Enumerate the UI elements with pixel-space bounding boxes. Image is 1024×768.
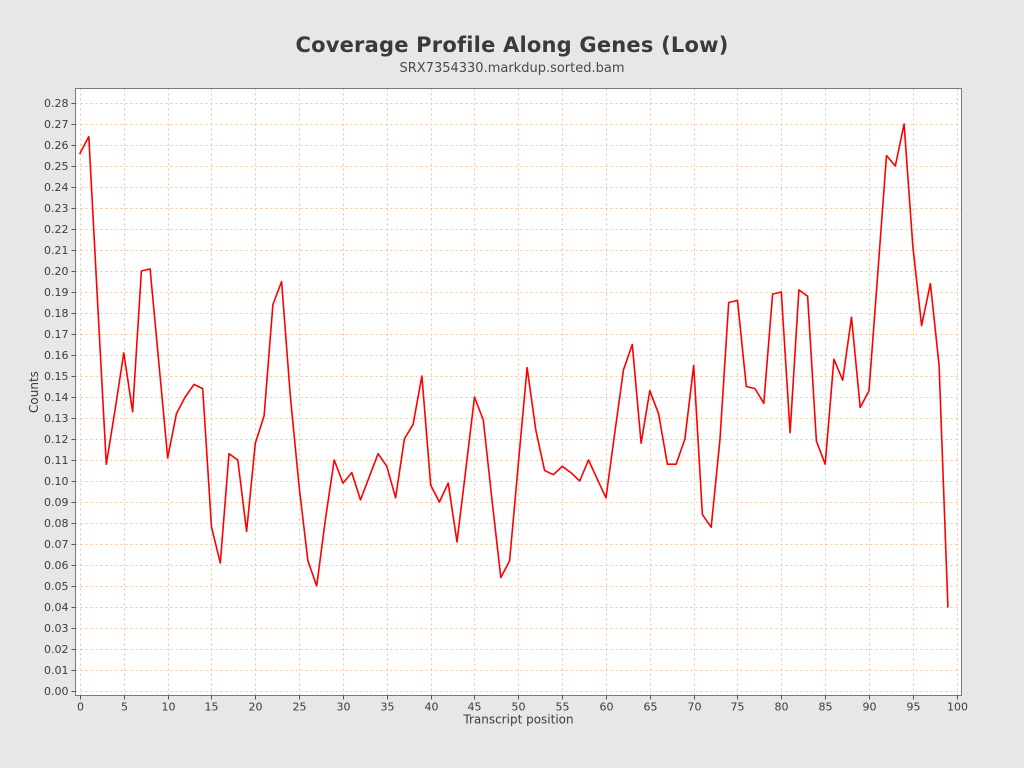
- series-line: [79, 123, 949, 608]
- x-tick-label: 45: [468, 701, 482, 714]
- y-tick-label: 0.26: [44, 139, 69, 152]
- x-tick-label: 50: [512, 701, 526, 714]
- y-tick-label: 0.09: [44, 496, 69, 509]
- y-tick-label: 0.04: [44, 601, 69, 614]
- y-tick-label: 0.19: [44, 286, 69, 299]
- y-tick-label: 0.21: [44, 244, 69, 257]
- y-tick-label: 0.13: [44, 412, 69, 425]
- y-tick-label: 0.12: [44, 433, 69, 446]
- x-tick-label: 95: [907, 701, 921, 714]
- y-axis-label: Counts: [27, 371, 41, 413]
- y-tick-label: 0.23: [44, 202, 69, 215]
- x-tick-label: 0: [77, 701, 84, 714]
- y-tick-label: 0.22: [44, 223, 69, 236]
- x-tick-label: 65: [644, 701, 658, 714]
- x-tick-label: 85: [819, 701, 833, 714]
- y-tick-label: 0.06: [44, 559, 69, 572]
- x-tick-label: 35: [381, 701, 395, 714]
- x-tick-label: 40: [425, 701, 439, 714]
- x-tick-label: 75: [731, 701, 745, 714]
- y-tick-label: 0.20: [44, 265, 69, 278]
- x-tick-label: 10: [162, 701, 176, 714]
- chart-title: Coverage Profile Along Genes (Low): [295, 33, 729, 57]
- x-tick-label: 55: [556, 701, 570, 714]
- y-tick-label: 0.14: [44, 391, 69, 404]
- x-tick-label: 80: [775, 701, 789, 714]
- x-tick-label: 20: [249, 701, 263, 714]
- x-tick-label: 90: [863, 701, 877, 714]
- x-tick-label: 60: [600, 701, 614, 714]
- y-tick-label: 0.15: [44, 370, 69, 383]
- y-tick-label: 0.07: [44, 538, 69, 551]
- y-tick-label: 0.01: [44, 664, 69, 677]
- y-tick-label: 0.00: [44, 685, 69, 698]
- x-axis-label: Transcript position: [462, 713, 573, 727]
- y-tick-label: 0.10: [44, 475, 69, 488]
- x-tick-label: 100: [947, 701, 968, 714]
- y-tick-label: 0.16: [44, 349, 69, 362]
- y-tick-label: 0.02: [44, 643, 69, 656]
- x-tick-label: 5: [121, 701, 128, 714]
- y-tick-label: 0.03: [44, 622, 69, 635]
- y-tick-label: 0.28: [44, 97, 69, 110]
- x-tick-label: 25: [293, 701, 307, 714]
- chart-subtitle: SRX7354330.markdup.sorted.bam: [399, 61, 625, 76]
- x-tick-label: 70: [688, 701, 702, 714]
- y-tick-label: 0.27: [44, 118, 69, 131]
- y-tick-label: 0.11: [44, 454, 69, 467]
- y-tick-label: 0.05: [44, 580, 69, 593]
- y-tick-label: 0.08: [44, 517, 69, 530]
- y-tick-label: 0.18: [44, 307, 69, 320]
- y-tick-label: 0.24: [44, 181, 69, 194]
- x-tick-label: 15: [205, 701, 219, 714]
- x-tick-label: 30: [337, 701, 351, 714]
- y-tick-label: 0.25: [44, 160, 69, 173]
- y-tick-label: 0.17: [44, 328, 69, 341]
